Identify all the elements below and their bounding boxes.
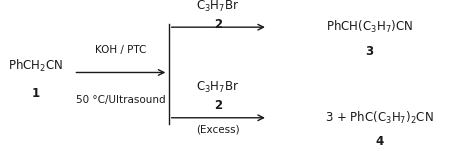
- Text: 3: 3: [365, 45, 374, 58]
- Text: KOH / PTC: KOH / PTC: [95, 45, 146, 55]
- Text: 4: 4: [375, 135, 383, 148]
- Text: 1: 1: [31, 87, 40, 100]
- Text: 2: 2: [214, 99, 222, 112]
- Text: 50 °C/Ultrasound: 50 °C/Ultrasound: [76, 95, 166, 105]
- Text: 3 + PhC(C$_3$H$_7$)$_2$CN: 3 + PhC(C$_3$H$_7$)$_2$CN: [325, 110, 434, 126]
- Text: (Excess): (Excess): [196, 125, 240, 135]
- Text: PhCH$_2$CN: PhCH$_2$CN: [8, 58, 63, 74]
- Text: C$_3$H$_7$Br: C$_3$H$_7$Br: [196, 80, 240, 95]
- Text: PhCH(C$_3$H$_7$)CN: PhCH(C$_3$H$_7$)CN: [326, 19, 413, 35]
- Text: 2: 2: [214, 18, 222, 31]
- Text: C$_3$H$_7$Br: C$_3$H$_7$Br: [196, 0, 240, 14]
